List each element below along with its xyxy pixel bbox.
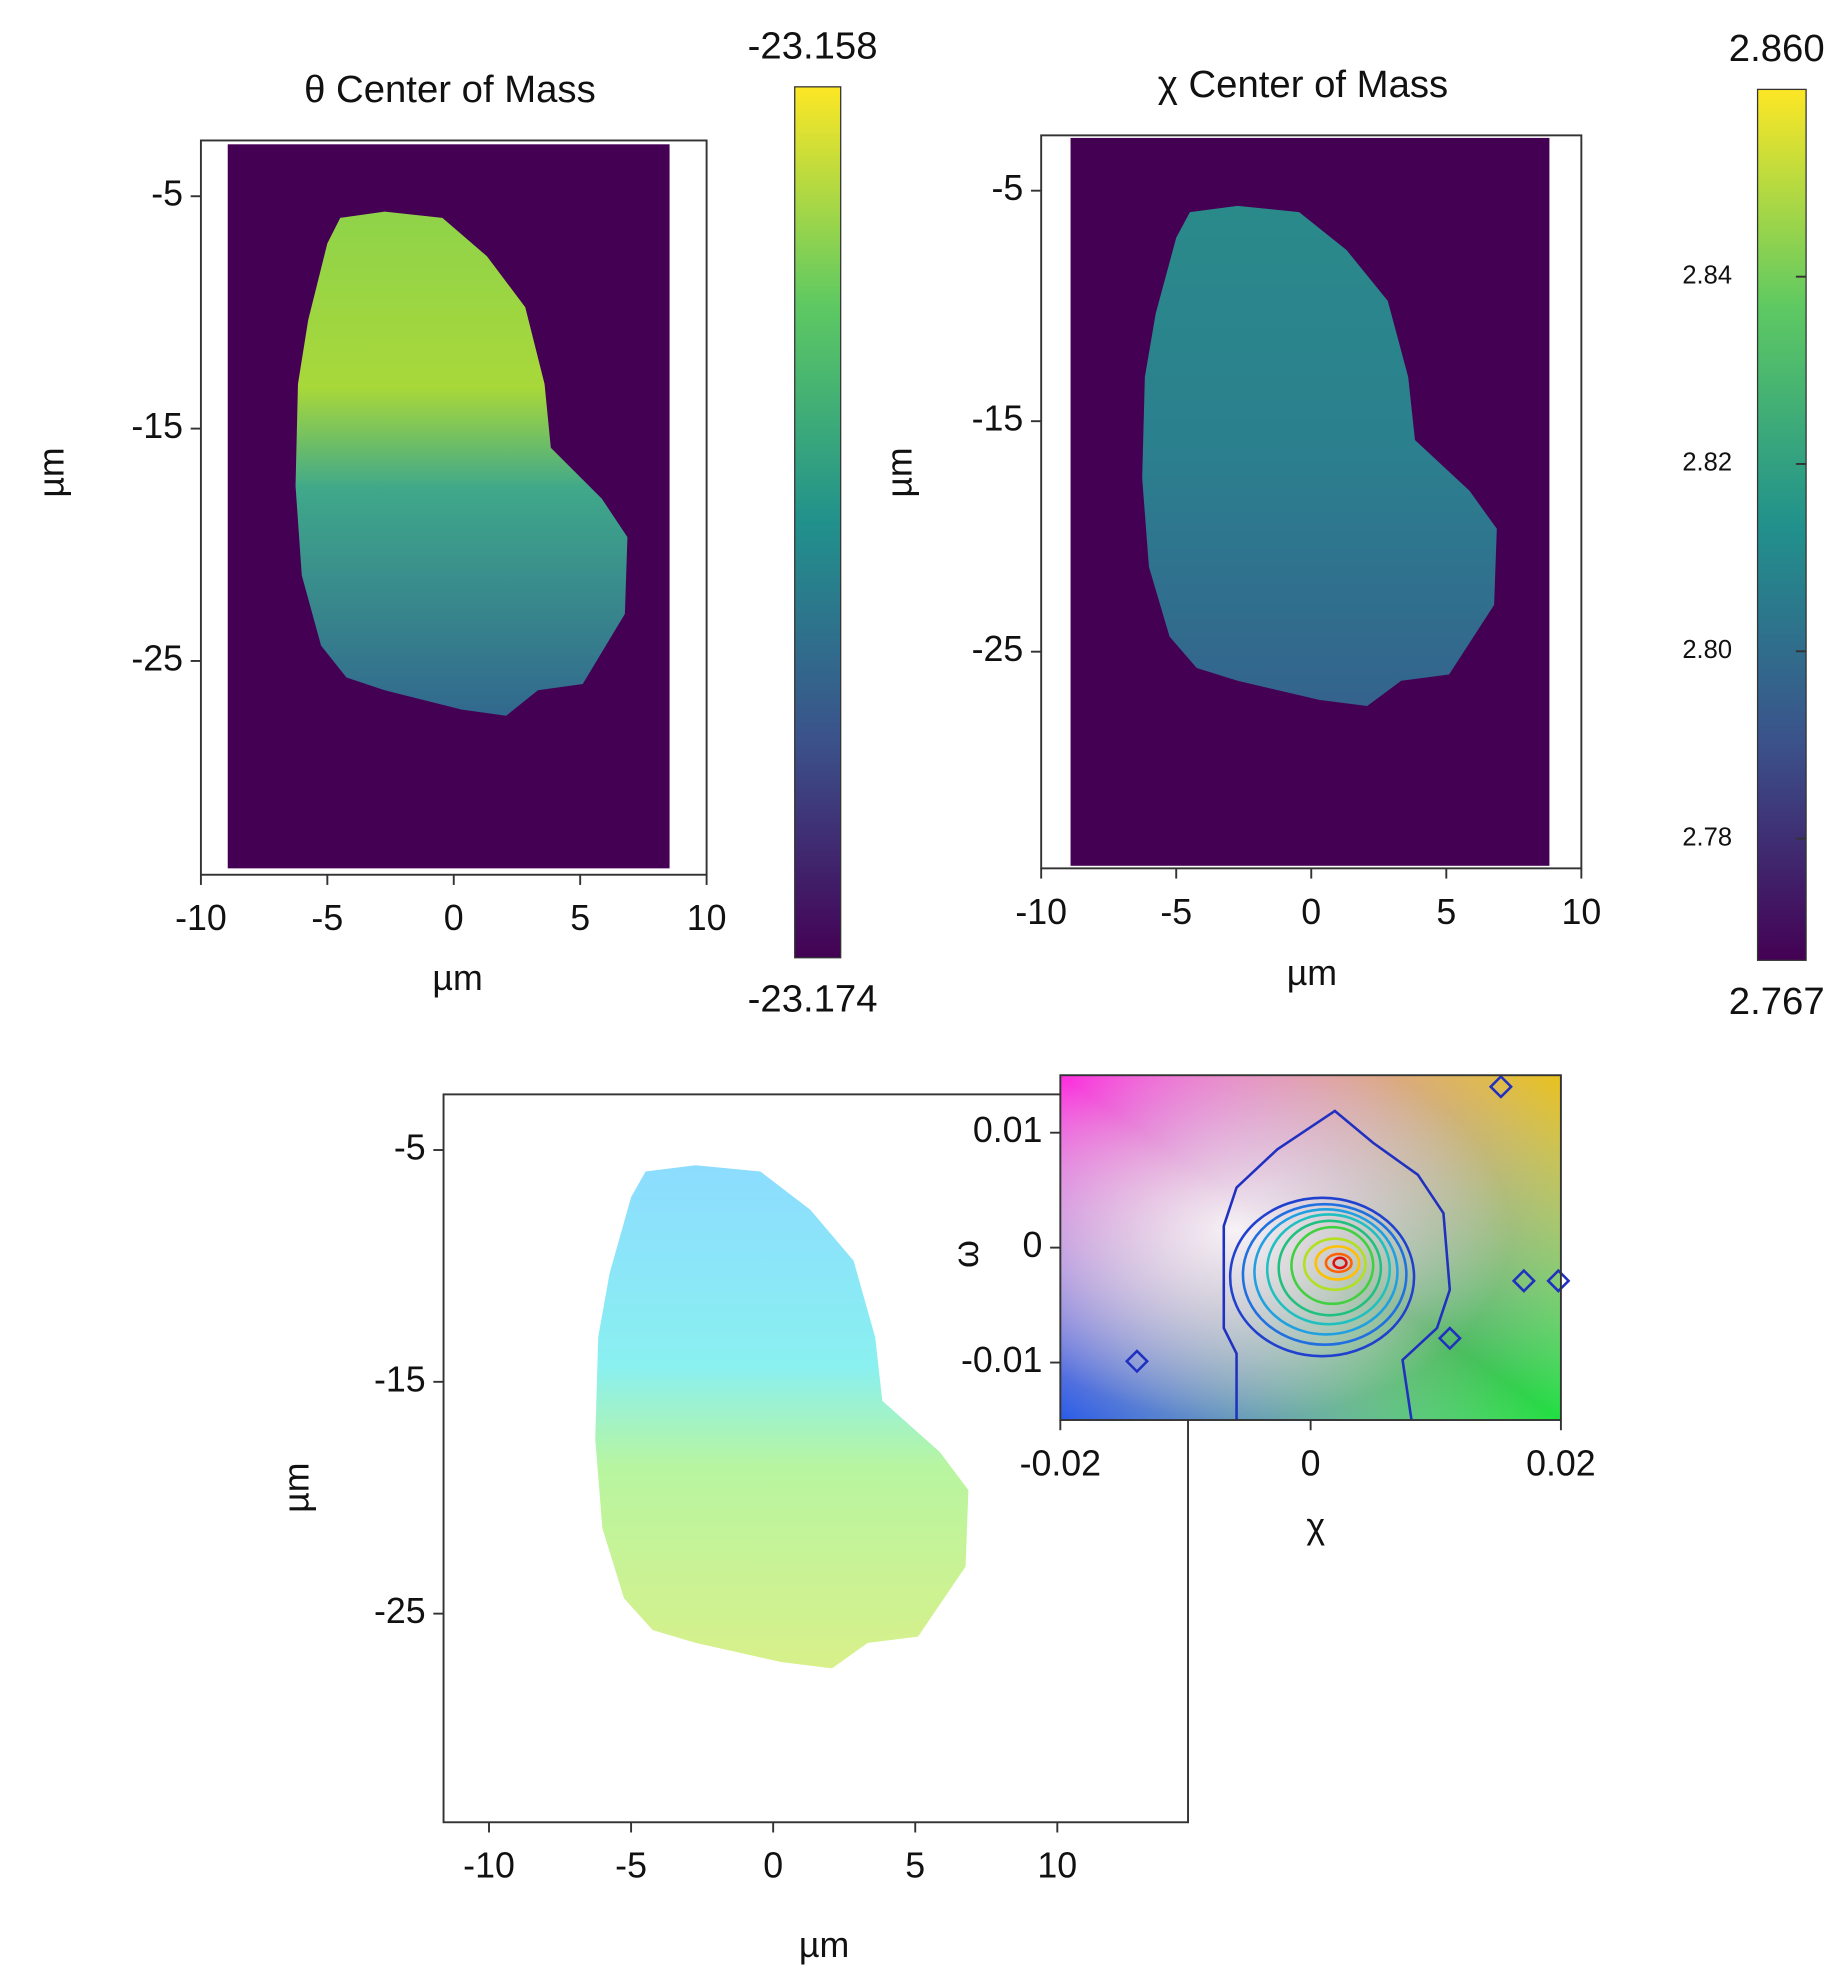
y-axis-label: ω bbox=[946, 1240, 986, 1268]
x-tick-label: -10 bbox=[1015, 892, 1067, 932]
y-tick-label: 0.01 bbox=[973, 1110, 1043, 1150]
colorbar-end-label: 2.767 bbox=[1729, 980, 1825, 1023]
x-tick-label: 0 bbox=[1301, 892, 1321, 932]
x-tick-label: 0 bbox=[444, 898, 464, 938]
y-tick-label: -5 bbox=[992, 168, 1024, 208]
axes-frame bbox=[442, 1093, 1189, 1824]
y-tick-label: -25 bbox=[374, 1591, 426, 1631]
x-axis-label: µm bbox=[432, 958, 482, 998]
x-tick-label: 5 bbox=[1436, 892, 1456, 932]
colorbar-end-label: 2.860 bbox=[1729, 27, 1825, 70]
chart-title: χ Center of Mass bbox=[1158, 63, 1448, 106]
x-tick-label: 10 bbox=[687, 898, 727, 938]
y-tick-label: -25 bbox=[972, 629, 1024, 669]
y-axis-label: µm bbox=[277, 1463, 317, 1513]
y-tick-label: -25 bbox=[131, 638, 183, 678]
y-tick-label: -15 bbox=[374, 1359, 426, 1399]
x-axis-label: µm bbox=[1287, 953, 1337, 993]
grain-map bbox=[295, 211, 628, 716]
grain-map bbox=[1142, 205, 1497, 707]
x-tick-label: -5 bbox=[1160, 892, 1192, 932]
colorbar bbox=[1756, 88, 1807, 961]
x-tick-label: -10 bbox=[463, 1846, 515, 1886]
y-tick-label: -5 bbox=[394, 1127, 426, 1167]
x-tick-label: 0 bbox=[1301, 1443, 1321, 1483]
x-tick-label: 10 bbox=[1037, 1846, 1077, 1886]
x-tick-label: 5 bbox=[905, 1846, 925, 1886]
x-tick-label: 0.02 bbox=[1526, 1443, 1596, 1483]
x-axis-label: χ bbox=[1306, 1506, 1325, 1546]
colorbar-tick-label: 2.82 bbox=[1682, 449, 1732, 477]
y-axis-label: µm bbox=[31, 447, 71, 497]
y-tick-label: -0.01 bbox=[961, 1340, 1043, 1380]
pole-figure bbox=[1059, 1073, 1570, 1422]
chart-title: θ Center of Mass bbox=[304, 68, 596, 111]
colorbar-tick-label: 2.80 bbox=[1682, 636, 1732, 664]
x-tick-label: -5 bbox=[311, 898, 343, 938]
grain-map bbox=[595, 1165, 969, 1669]
colorbar-tick-label: 2.84 bbox=[1682, 261, 1732, 289]
x-tick-label: 5 bbox=[570, 898, 590, 938]
x-tick-label: -5 bbox=[615, 1846, 647, 1886]
x-axis-label: µm bbox=[799, 1925, 849, 1965]
x-tick-label: 10 bbox=[1561, 892, 1601, 932]
colorbar-end-label: -23.158 bbox=[748, 25, 878, 68]
colorbar-end-label: -23.174 bbox=[748, 977, 878, 1020]
y-tick-label: -5 bbox=[151, 174, 183, 214]
x-tick-label: -10 bbox=[175, 898, 227, 938]
y-tick-label: 0 bbox=[1023, 1225, 1043, 1265]
x-tick-label: 0 bbox=[763, 1846, 783, 1886]
y-tick-label: -15 bbox=[972, 399, 1024, 439]
colorbar bbox=[794, 86, 842, 959]
y-tick-label: -15 bbox=[131, 406, 183, 446]
y-axis-label: µm bbox=[879, 447, 919, 497]
x-tick-label: -0.02 bbox=[1020, 1443, 1102, 1483]
colorbar-tick-label: 2.78 bbox=[1682, 823, 1732, 851]
